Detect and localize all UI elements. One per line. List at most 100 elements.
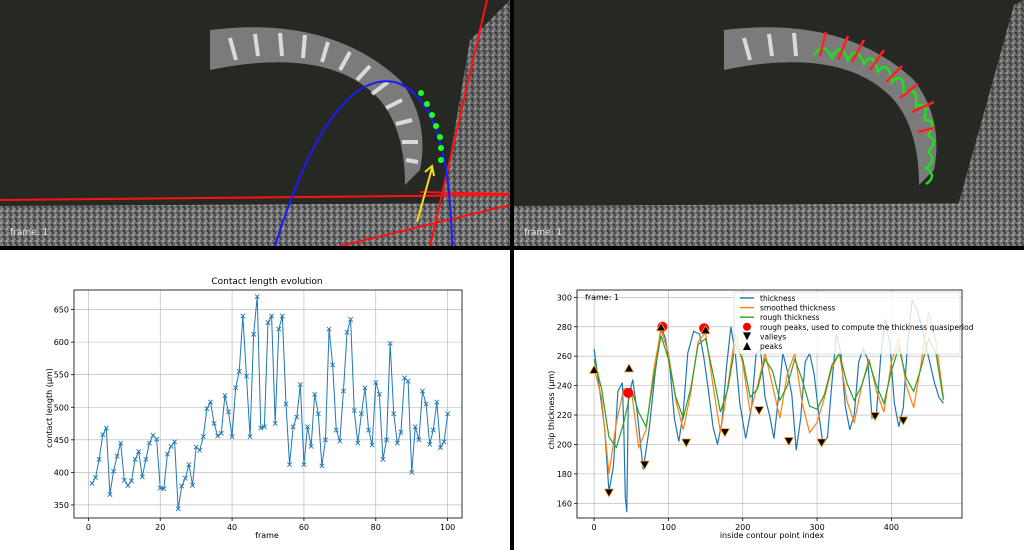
marker-stroke — [118, 440, 124, 446]
y-tick-label: 280 — [557, 323, 572, 332]
data-point-marker — [391, 411, 397, 417]
marker-stroke — [269, 313, 275, 319]
peak-marker — [623, 363, 635, 373]
marker-stroke — [344, 329, 350, 335]
data-point-marker — [208, 399, 214, 405]
legend-label: valleys — [760, 332, 786, 341]
data-point-marker — [197, 447, 203, 453]
thickness-arrow — [416, 164, 435, 223]
legend-label: rough peaks, used to compute the thickne… — [760, 323, 974, 332]
data-point-marker — [211, 421, 217, 427]
x-tick-label: 200 — [735, 523, 750, 532]
marker-stroke — [175, 506, 181, 512]
marker-stroke — [125, 482, 131, 488]
marker-stroke — [373, 379, 379, 386]
marker-stroke — [132, 456, 138, 462]
x-tick-label: 100 — [440, 523, 455, 532]
data-point-marker — [215, 433, 221, 439]
data-point-marker — [344, 329, 350, 335]
marker-stroke — [315, 411, 321, 417]
marker-stroke — [308, 443, 314, 449]
rough-peak-marker — [623, 387, 634, 398]
data-point-marker — [240, 313, 246, 319]
data-point-marker — [355, 440, 361, 446]
chip-thickness-chart: inside contour point index chip thicknes… — [547, 289, 974, 540]
data-point-marker — [434, 399, 440, 405]
valley-marker — [898, 416, 909, 426]
marker-stroke — [139, 474, 145, 480]
x-tick-label: 100 — [661, 523, 676, 532]
marker-stroke — [369, 442, 375, 448]
data-point-marker — [168, 443, 174, 449]
data-point-marker — [423, 401, 429, 407]
data-point-marker — [445, 411, 451, 417]
data-point-marker — [312, 391, 318, 397]
marker-stroke — [380, 456, 386, 462]
data-point-marker — [190, 482, 196, 488]
marker-stroke — [276, 326, 282, 332]
marker-stroke — [362, 385, 368, 391]
video-panel-right: frame: 1 — [514, 0, 1024, 246]
cutting-tool — [954, 0, 1024, 220]
legend-label: peaks — [760, 342, 782, 351]
marker-stroke — [182, 475, 188, 481]
marker-stroke — [430, 427, 436, 433]
marker-stroke — [398, 429, 404, 435]
marker-stroke — [434, 399, 440, 405]
marker-stroke — [290, 424, 296, 430]
data-point-marker — [139, 474, 145, 480]
data-point-marker — [330, 362, 336, 368]
data-point-marker — [351, 407, 357, 414]
contour-points — [418, 90, 444, 163]
y-tick-label: 240 — [557, 382, 572, 391]
plot-frame — [73, 289, 463, 519]
marker-stroke — [251, 331, 257, 337]
marker-stroke — [423, 401, 429, 407]
marker-stroke — [172, 439, 178, 445]
data-point-marker — [175, 506, 181, 512]
marker-stroke — [143, 456, 149, 462]
marker-stroke — [322, 437, 328, 443]
data-point-marker — [373, 379, 379, 386]
marker-stroke — [416, 437, 422, 443]
data-point-marker — [146, 440, 152, 446]
marker-stroke — [376, 391, 382, 397]
data-point-marker — [132, 456, 138, 462]
marker-stroke — [218, 430, 224, 436]
data-point-marker — [340, 388, 346, 394]
peak-marker — [700, 324, 711, 335]
marker-stroke — [391, 411, 397, 417]
x-axis-label: inside contour point index — [720, 531, 825, 540]
y-axis-label: contact length (µm) — [45, 368, 54, 448]
marker-stroke — [279, 313, 285, 319]
data-point-marker — [358, 411, 364, 417]
marker-stroke — [103, 425, 109, 431]
data-point-marker — [430, 427, 436, 433]
data-point-marker — [322, 437, 328, 443]
marker-stroke — [405, 378, 411, 384]
marker-stroke — [427, 441, 433, 447]
data-point-marker — [225, 409, 231, 415]
valley-marker — [753, 406, 765, 416]
marker-stroke — [319, 463, 325, 469]
valley-marker — [816, 438, 827, 448]
data-point-marker — [333, 427, 339, 433]
data-point-marker — [200, 434, 206, 440]
thickness-markers — [818, 31, 935, 134]
marker-stroke — [161, 486, 167, 492]
marker-stroke — [164, 451, 170, 457]
data-point-marker — [154, 436, 160, 442]
valley-marker — [603, 488, 615, 498]
data-point-marker — [125, 482, 131, 488]
marker-stroke — [186, 462, 192, 468]
data-point-marker — [121, 477, 127, 483]
y-tick-label: 400 — [54, 468, 69, 477]
marker-stroke — [197, 447, 203, 453]
marker-stroke — [150, 432, 156, 438]
y-tick-label: 550 — [54, 371, 69, 380]
x-tick-label: 60 — [299, 523, 309, 532]
data-point-marker — [114, 453, 120, 459]
marker-stroke — [225, 409, 231, 415]
data-point-marker — [243, 373, 249, 379]
marker-stroke — [121, 477, 127, 483]
